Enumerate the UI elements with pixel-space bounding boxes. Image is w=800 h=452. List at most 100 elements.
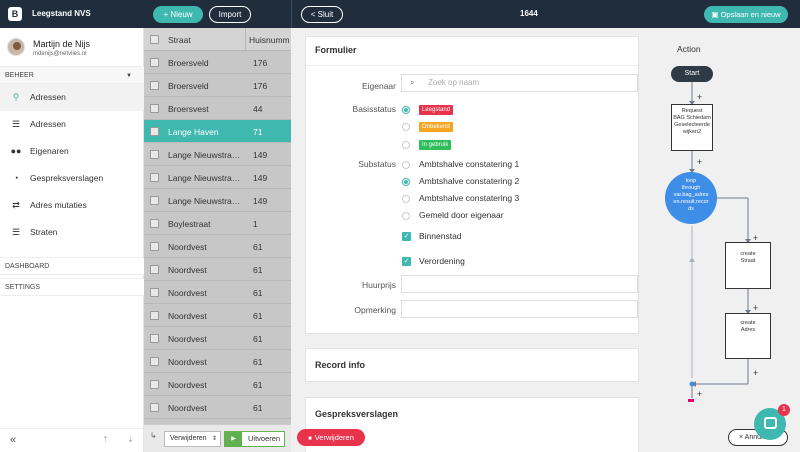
row-checkbox[interactable] bbox=[150, 403, 159, 412]
gespreksverslagen-title: Gespreksverslagen bbox=[315, 409, 399, 419]
huurprijs-input[interactable] bbox=[401, 275, 638, 293]
table-row[interactable]: Noordvest 61 bbox=[144, 258, 291, 281]
substatus-radio-1[interactable] bbox=[402, 161, 410, 169]
users-icon: ●● bbox=[10, 146, 22, 156]
row-checkbox[interactable] bbox=[150, 127, 159, 136]
form-panel: Formulier Eigenaar ⌕ Zoek op naam Basisst… bbox=[305, 36, 639, 334]
user-profile[interactable]: Martijn de Nijs mdenijs@netvlies.nl bbox=[0, 28, 144, 66]
substatus-radio-4[interactable] bbox=[402, 212, 410, 220]
table-row[interactable]: Lange Nieuwstra… 149 bbox=[144, 189, 291, 212]
flow-create-adres-node[interactable]: create Adres bbox=[725, 313, 771, 359]
collapse-sidebar-icon[interactable]: « bbox=[10, 434, 17, 446]
flow-loop-node[interactable]: loop through var.bag_adres en.result.rec… bbox=[665, 172, 717, 224]
row-checkbox[interactable] bbox=[150, 334, 159, 343]
column-huisnummer[interactable]: Huisnumm bbox=[249, 35, 290, 45]
row-checkbox[interactable] bbox=[150, 311, 159, 320]
verordening-checkbox[interactable]: ✓ bbox=[402, 257, 411, 266]
flow-title: Action bbox=[677, 44, 701, 54]
row-checkbox[interactable] bbox=[150, 104, 159, 113]
node-text: BAG Schiedam bbox=[673, 115, 711, 121]
chat-bubble-icon bbox=[764, 417, 777, 429]
node-text: en.result.recor bbox=[673, 199, 709, 205]
row-checkbox[interactable] bbox=[150, 150, 159, 159]
arrow-up-icon[interactable]: ⇡ bbox=[102, 435, 109, 444]
add-step-button[interactable]: + bbox=[697, 92, 703, 102]
row-checkbox[interactable] bbox=[150, 81, 159, 90]
owner-search-input[interactable]: ⌕ Zoek op naam bbox=[401, 74, 638, 92]
table-row[interactable]: Broersveld 176 bbox=[144, 51, 291, 74]
cell-straat: Noordvest bbox=[168, 288, 207, 298]
row-checkbox[interactable] bbox=[150, 380, 159, 389]
cell-straat: Noordvest bbox=[168, 265, 207, 275]
table-row[interactable]: Lange Nieuwstra… 149 bbox=[144, 166, 291, 189]
record-info-title: Record info bbox=[315, 360, 366, 370]
swap-icon: ⇄ bbox=[12, 200, 20, 210]
opmerking-input[interactable] bbox=[401, 300, 638, 318]
select-all-checkbox[interactable] bbox=[150, 35, 159, 44]
flow-start-node[interactable]: Start bbox=[671, 66, 713, 82]
new-button[interactable]: + Nieuw bbox=[153, 6, 203, 23]
table-row[interactable]: Noordvest 61 bbox=[144, 281, 291, 304]
sidebar-item-eigenaren[interactable]: ●● Eigenaren bbox=[0, 138, 144, 165]
table-row[interactable]: Noordvest 61 bbox=[144, 235, 291, 258]
add-step-button[interactable]: + bbox=[697, 157, 703, 167]
cell-straat: Lange Nieuwstra… bbox=[168, 173, 241, 183]
row-checkbox[interactable] bbox=[150, 219, 159, 228]
column-straat[interactable]: Straat bbox=[168, 35, 191, 45]
table-row[interactable]: Broersvest 44 bbox=[144, 97, 291, 120]
sidebar-item-adressen[interactable]: ☰ Adressen bbox=[0, 111, 144, 138]
import-button[interactable]: Import bbox=[209, 6, 251, 23]
table-row[interactable]: Broersveld 176 bbox=[144, 74, 291, 97]
row-checkbox[interactable] bbox=[150, 242, 159, 251]
basisstatus-radio-leegstand[interactable] bbox=[402, 106, 410, 114]
sidebar-item-adres-mutaties[interactable]: ⇄ Adres mutaties bbox=[0, 192, 144, 219]
row-checkbox[interactable] bbox=[150, 196, 159, 205]
table-row[interactable]: Noordvest 61 bbox=[144, 304, 291, 327]
chat-launcher-button[interactable] bbox=[754, 408, 786, 440]
section-settings[interactable]: SETTINGS bbox=[0, 278, 144, 296]
row-checkbox[interactable] bbox=[150, 265, 159, 274]
add-step-button[interactable]: + bbox=[697, 389, 703, 399]
delete-button[interactable]: ■ Verwijderen bbox=[297, 429, 365, 446]
cell-huisnummer: 61 bbox=[253, 265, 263, 275]
binnenstad-checkbox[interactable]: ✓ bbox=[402, 232, 411, 241]
row-checkbox[interactable] bbox=[150, 58, 159, 67]
substatus-radio-2[interactable] bbox=[402, 178, 410, 186]
arrow-down-icon[interactable]: ⇣ bbox=[127, 435, 134, 444]
table-row[interactable]: Lange Nieuwstra… 149 bbox=[144, 143, 291, 166]
table-row[interactable]: Noordvest 61 bbox=[144, 327, 291, 350]
sidebar-item-label: Straten bbox=[30, 227, 58, 237]
table-row[interactable]: Boylestraat 1 bbox=[144, 212, 291, 235]
section-beheer[interactable]: BEHEER ▼ bbox=[0, 66, 144, 84]
basisstatus-label: Basisstatus bbox=[352, 104, 396, 114]
table-row[interactable]: Lange Haven 71 bbox=[144, 120, 291, 143]
basisstatus-radio-in-gebruik[interactable] bbox=[402, 141, 410, 149]
row-checkbox[interactable] bbox=[150, 173, 159, 182]
close-button[interactable]: < Sluit bbox=[301, 6, 343, 23]
owner-placeholder: Zoek op naam bbox=[428, 78, 480, 87]
row-checkbox[interactable] bbox=[150, 288, 159, 297]
table-row[interactable]: Noordvest 61 bbox=[144, 350, 291, 373]
flow-request-node[interactable]: Request BAG Schiedam Geselecteerde wijke… bbox=[671, 104, 713, 151]
list-icon: ☰ bbox=[11, 119, 21, 129]
row-checkbox[interactable] bbox=[150, 357, 159, 366]
save-and-new-button[interactable]: ▣ Opslaan en nieuw bbox=[704, 6, 788, 23]
basisstatus-radio-onbekend[interactable] bbox=[402, 123, 410, 131]
section-dashboard[interactable]: DASHBOARD bbox=[0, 257, 144, 275]
add-step-button[interactable]: + bbox=[753, 233, 759, 243]
cell-straat: Noordvest bbox=[168, 242, 207, 252]
sidebar-item-straten[interactable]: ☰ Straten bbox=[0, 219, 144, 246]
substatus-radio-3[interactable] bbox=[402, 195, 410, 203]
execute-button[interactable]: ▶ Uitvoeren bbox=[224, 431, 285, 447]
sidebar-item-gespreksverslagen[interactable]: ◔ Gespreksverslagen bbox=[0, 165, 144, 192]
top-bar: B Leegstand NVS + Nieuw Import < Sluit 1… bbox=[0, 0, 800, 28]
add-step-button[interactable]: + bbox=[753, 303, 759, 313]
table-row[interactable]: Noordvest 61 bbox=[144, 396, 291, 419]
record-info-panel[interactable]: Record info bbox=[305, 348, 639, 382]
table-row[interactable]: Noordvest 61 bbox=[144, 373, 291, 396]
bulk-action-select[interactable]: Verwijderen ⇕ bbox=[164, 431, 221, 447]
flow-create-straat-node[interactable]: create Straat bbox=[725, 242, 771, 289]
add-step-button[interactable]: + bbox=[753, 368, 759, 378]
sidebar-item-adressen-map[interactable]: ⚲ Adressen bbox=[0, 84, 144, 111]
node-text: create bbox=[740, 251, 756, 257]
